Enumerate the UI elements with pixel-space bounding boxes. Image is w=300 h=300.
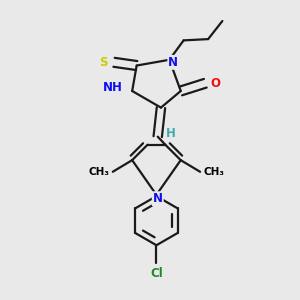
Text: NH: NH — [103, 81, 122, 94]
Text: CH₃: CH₃ — [88, 167, 110, 177]
Text: CH₃: CH₃ — [203, 167, 224, 177]
Text: N: N — [153, 192, 163, 205]
Text: O: O — [211, 77, 220, 90]
Text: H: H — [166, 127, 176, 140]
Text: Cl: Cl — [150, 267, 163, 280]
Text: N: N — [168, 56, 178, 69]
Text: S: S — [100, 56, 108, 69]
